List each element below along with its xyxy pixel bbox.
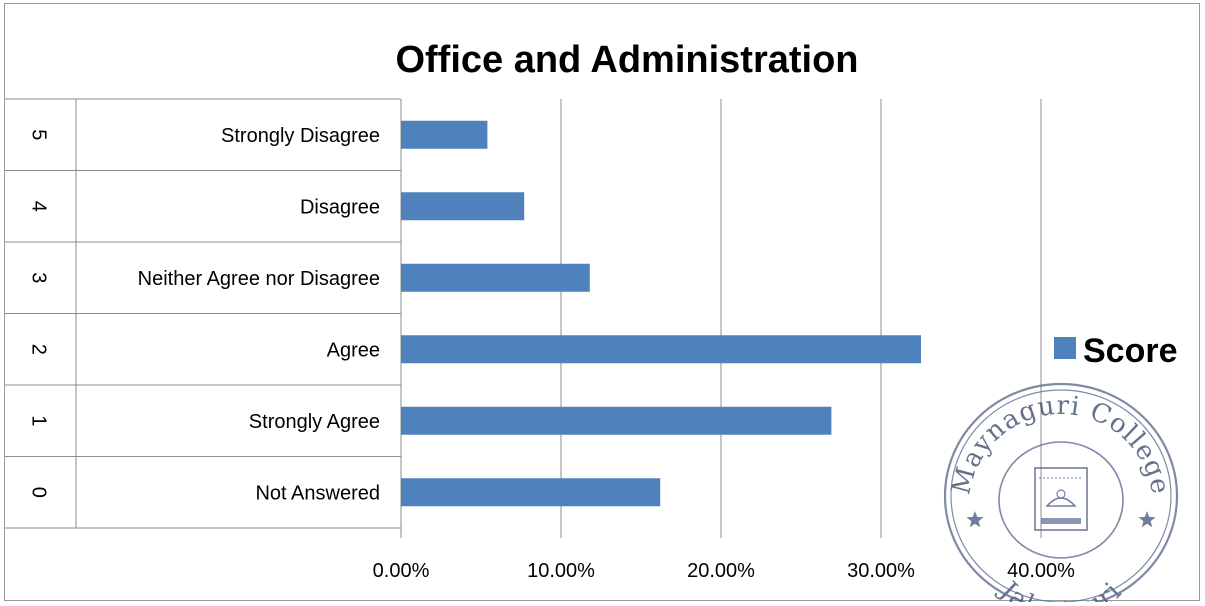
chart-title: Office and Administration [395, 39, 858, 81]
category-index-0: 0 [28, 487, 50, 498]
bars [401, 120, 921, 507]
x-tick-label-3: 30.00% [847, 560, 915, 582]
seal-star-left-icon [966, 511, 984, 528]
legend-swatch [1054, 337, 1076, 359]
x-tick-label-1: 10.00% [527, 560, 595, 582]
chart-canvas: Office and Administration 5 Strongly Disa… [5, 39, 1179, 602]
category-index-4: 4 [28, 201, 50, 212]
grid-lines [400, 99, 1042, 538]
legend-label: Score [1083, 332, 1178, 370]
x-tick-label-2: 20.00% [687, 560, 755, 582]
seal-emblem-icon [1034, 467, 1088, 531]
chart-frame: Office and Administration 5 Strongly Disa… [4, 3, 1200, 602]
bar-5 [401, 120, 488, 149]
category-table: 5 Strongly Disagree 4 Disagree 3 Neither Agre… [5, 98, 402, 529]
category-index-3: 3 [28, 272, 50, 283]
seal-text-top: Maynaguri College [946, 391, 1175, 498]
bar-2 [401, 335, 921, 364]
category-index-5: 5 [28, 129, 50, 140]
bar-4 [401, 192, 525, 221]
seal-star-right-icon [1138, 511, 1156, 528]
x-tick-label-0: 0.00% [373, 560, 430, 582]
bar-0 [401, 478, 661, 507]
category-label-4: Disagree [300, 196, 380, 218]
category-label-2: Agree [327, 339, 380, 361]
bar-3 [401, 263, 590, 292]
category-label-1: Strongly Agree [249, 411, 380, 433]
category-label-0: Not Answered [255, 482, 380, 504]
x-tick-label-4: 40.00% [1007, 560, 1075, 582]
legend: Score [1054, 332, 1178, 370]
category-index-2: 2 [28, 344, 50, 355]
category-label-3: Neither Agree nor Disagree [138, 268, 380, 290]
x-axis-ticks: 0.00% 10.00% 20.00% 30.00% 40.00% [373, 560, 1075, 582]
bar-1 [401, 406, 832, 435]
category-label-5: Strongly Disagree [221, 125, 380, 147]
category-index-1: 1 [28, 415, 50, 426]
